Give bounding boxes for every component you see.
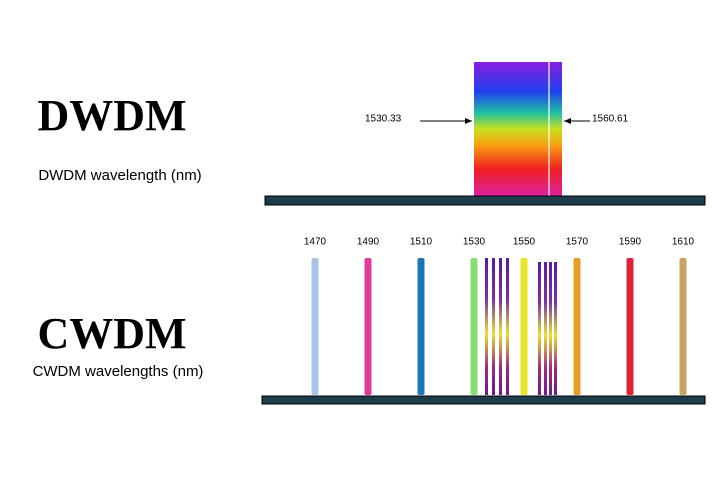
channel-label: 1470	[304, 237, 327, 248]
dwdm-end-label: 1560.61	[592, 114, 629, 125]
channel-bar	[626, 258, 634, 395]
channel-bar	[364, 258, 372, 395]
cwdm-title: CWDM	[37, 309, 186, 358]
thin-channel	[554, 262, 557, 395]
thin-channel	[549, 262, 552, 395]
channel-label: 1570	[566, 237, 589, 248]
channel-label: 1550	[513, 237, 536, 248]
channel-label: 1510	[410, 237, 433, 248]
channel-bar	[417, 258, 425, 395]
thin-channel	[506, 258, 509, 395]
dwdm-baseline	[264, 195, 706, 206]
dwdm-band	[474, 62, 562, 196]
channel-label: 1490	[357, 237, 380, 248]
cwdm-baseline	[261, 395, 706, 405]
dwdm-start-label: 1530.33	[365, 114, 402, 125]
cwdm-channels: 1470 1490 1510 1530 1550 1570 1590 1610	[304, 237, 695, 395]
dwdm-channels	[485, 258, 557, 395]
channel-bar	[520, 258, 528, 395]
channel-label: 1590	[619, 237, 642, 248]
thin-channel	[492, 258, 495, 395]
thin-channel	[544, 262, 547, 395]
thin-channel	[485, 258, 488, 395]
cwdm-subtitle: CWDM wavelengths (nm)	[33, 363, 204, 380]
channel-bar	[573, 258, 581, 395]
channel-bar	[311, 258, 319, 395]
dwdm-subtitle: DWDM wavelength (nm)	[38, 167, 201, 184]
channel-bar	[679, 258, 687, 395]
channel-label: 1530	[463, 237, 486, 248]
dwdm-title: DWDM	[37, 91, 186, 140]
thin-channel	[499, 258, 502, 395]
channel-bar	[470, 258, 478, 395]
thin-channel	[538, 262, 541, 395]
channel-label: 1610	[672, 237, 695, 248]
